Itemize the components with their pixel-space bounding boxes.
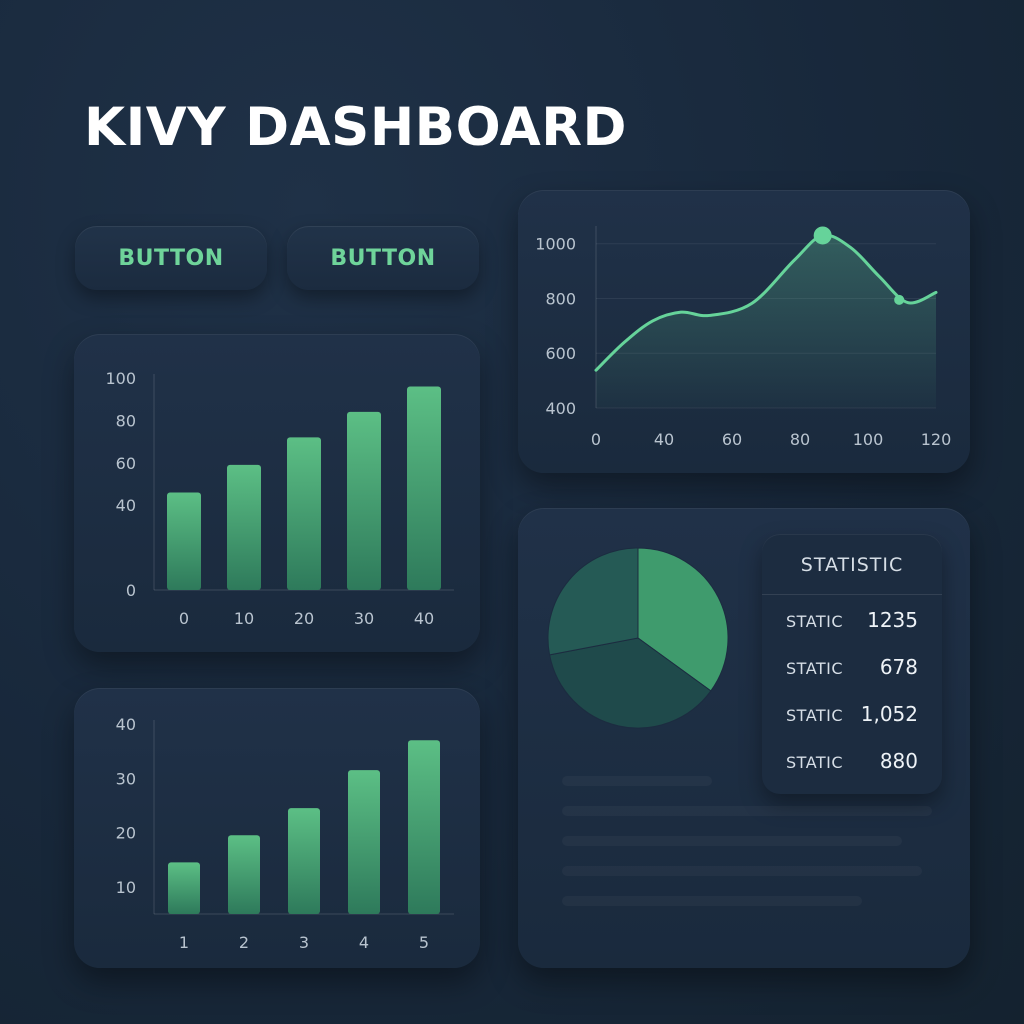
x-tick-label: 40 (654, 430, 674, 449)
line-chart: 400 600 800 1000 0 40 60 80 100 120 (535, 226, 952, 449)
x-tick-label: 5 (419, 933, 429, 952)
bar (168, 862, 200, 914)
line-chart-card: 400 600 800 1000 0 40 60 80 100 120 (518, 190, 970, 473)
placeholder-line (562, 836, 902, 846)
x-tick-label: 100 (853, 430, 884, 449)
x-tick-label: 60 (722, 430, 742, 449)
stat-row: STATIC 880 (786, 749, 918, 777)
x-tick-label: 0 (179, 609, 189, 628)
bar-chart-1: 0 40 60 80 100 0 10 20 30 40 (105, 369, 454, 628)
bar (227, 464, 261, 590)
x-tick-label: 120 (921, 430, 952, 449)
bar (228, 835, 260, 914)
x-tick-label: 80 (790, 430, 810, 449)
y-tick-label: 1000 (535, 235, 576, 254)
data-point-marker (813, 226, 832, 245)
stat-value: 1,052 (860, 702, 918, 726)
stat-label: STATIC (786, 753, 844, 772)
data-point-marker (894, 294, 905, 305)
bar (287, 437, 321, 590)
y-tick-label: 10 (116, 878, 136, 897)
bar (407, 386, 441, 590)
x-tick-label: 0 (591, 430, 601, 449)
statistic-title: STATISTIC (800, 554, 904, 576)
bar-chart-card-1: 0 40 60 80 100 0 10 20 30 40 (74, 334, 480, 652)
stat-value: 678 (879, 655, 918, 679)
pie-slice (547, 547, 639, 656)
x-tick-label: 10 (234, 609, 254, 628)
placeholder-line (562, 866, 922, 876)
y-tick-label: 100 (105, 369, 136, 388)
bar-chart-2: 10 20 30 40 1 2 3 4 5 (116, 715, 454, 952)
statistic-panel: STATISTIC STATIC 1235 STATIC 678 STATIC … (762, 534, 942, 794)
page-title: KIVY DASHBOARD (84, 97, 628, 158)
y-tick-label: 40 (116, 715, 136, 734)
pie-slice (637, 547, 729, 692)
x-tick-label: 4 (359, 933, 369, 952)
secondary-button[interactable]: BUTTON (287, 226, 479, 290)
series-line (594, 233, 938, 372)
y-tick-label: 20 (116, 824, 136, 843)
x-tick-label: 1 (179, 933, 189, 952)
statistic-divider (762, 594, 942, 595)
y-tick-label: 600 (545, 344, 576, 363)
y-tick-label: 0 (126, 581, 136, 600)
stat-label: STATIC (786, 659, 844, 678)
bar (167, 492, 201, 590)
stat-row: STATIC 1235 (786, 608, 918, 636)
primary-button[interactable]: BUTTON (75, 226, 267, 290)
y-tick-label: 60 (116, 454, 136, 473)
x-tick-label: 30 (354, 609, 374, 628)
stat-row: STATIC 1,052 (786, 702, 918, 730)
y-tick-label: 80 (116, 411, 136, 430)
stat-value: 1235 (867, 608, 918, 632)
stat-label: STATIC (786, 706, 844, 725)
x-tick-label: 2 (239, 933, 249, 952)
x-tick-label: 3 (299, 933, 309, 952)
bar (348, 770, 380, 914)
pie-chart (547, 547, 729, 729)
y-tick-label: 800 (545, 289, 576, 308)
placeholder-line (562, 896, 862, 906)
stat-row: STATIC 678 (786, 655, 918, 683)
bar (347, 411, 381, 590)
x-tick-label: 40 (414, 609, 434, 628)
placeholder-line (562, 806, 932, 816)
pie-slice (549, 637, 712, 729)
bar (408, 740, 440, 914)
bar (288, 808, 320, 914)
y-tick-label: 40 (116, 496, 136, 515)
stat-value: 880 (879, 749, 918, 773)
area-fill (596, 235, 936, 408)
bar-chart-card-2: 10 20 30 40 1 2 3 4 5 (74, 688, 480, 968)
stat-label: STATIC (786, 612, 844, 631)
y-tick-label: 30 (116, 769, 136, 788)
x-tick-label: 20 (294, 609, 314, 628)
y-tick-label: 400 (545, 399, 576, 418)
placeholder-line (562, 776, 712, 786)
